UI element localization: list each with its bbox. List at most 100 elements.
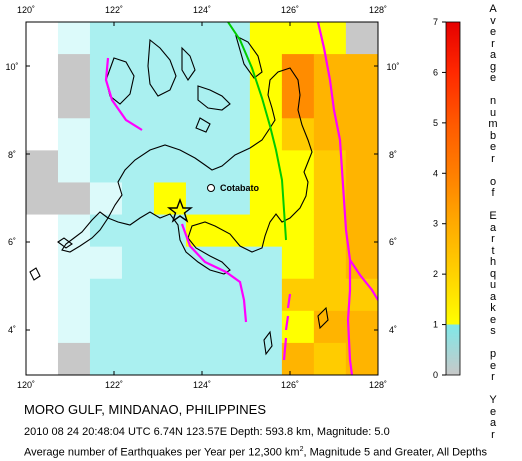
lat-tick-left: 4˚	[8, 325, 16, 335]
grid-cell	[89, 86, 123, 119]
grid-cell	[57, 118, 91, 151]
grid-cell	[26, 150, 59, 183]
color-scale-bar	[445, 21, 461, 376]
grid-cell	[249, 246, 283, 280]
lon-ticks-bottom: 120˚ 122˚ 124˚ 126˚ 128˚	[17, 380, 387, 390]
grid-cell	[89, 246, 123, 280]
grid-cell	[281, 86, 315, 119]
grid-cell	[121, 310, 155, 344]
grid-cell	[345, 86, 378, 119]
grid-cell	[185, 86, 219, 119]
scale-label-letter: a	[489, 49, 497, 61]
scale-label-letter: u	[489, 279, 497, 291]
grid-cell	[26, 278, 59, 312]
scale-label-gap	[491, 165, 494, 177]
scale-label-letter: f	[491, 187, 495, 199]
grid-cell	[185, 22, 219, 55]
average-line-sup: 2	[299, 446, 304, 453]
grid-cell	[153, 342, 187, 375]
grid-cell	[281, 278, 315, 312]
grid-cell	[89, 118, 123, 151]
event-info: 2010 08 24 20:48:04 UTC 6.74N 123.57E De…	[24, 426, 390, 438]
lon-tick-bottom: 124˚	[193, 380, 211, 390]
lon-tick-bottom: 126˚	[281, 380, 299, 390]
grid-cell	[57, 54, 91, 87]
scale-label-letter: b	[489, 129, 497, 142]
grid-cell	[121, 118, 155, 151]
lon-tick-bottom: 120˚	[17, 380, 35, 390]
frame-ticks	[26, 22, 378, 375]
grid-cell	[89, 342, 123, 375]
scale-tick-label: 5	[433, 118, 438, 128]
grid-cell	[57, 278, 91, 312]
scale-label-letter: E	[489, 210, 497, 222]
scale-label-letter: k	[490, 302, 496, 314]
grid-cell	[185, 342, 219, 375]
scale-label-letter: h	[489, 256, 497, 268]
lat-tick-left: 6˚	[8, 237, 16, 247]
scale-label-letter: r	[491, 428, 495, 441]
grid-cell	[281, 118, 315, 151]
grid-cell	[249, 342, 283, 375]
grid-cell	[281, 246, 315, 280]
grid-cell	[26, 214, 59, 248]
lon-tick-top: 126˚	[281, 5, 299, 15]
grid-cell	[57, 150, 91, 183]
grid-cell	[57, 86, 91, 119]
scale-label-letter: t	[491, 244, 495, 257]
scale-label-letter: e	[489, 405, 497, 418]
average-rate-description: Average number of Earthquakes per Year p…	[24, 446, 487, 459]
grid-cell	[185, 278, 219, 312]
grid-cell	[281, 150, 315, 183]
grid-cell	[217, 182, 251, 216]
grid-cell	[153, 22, 187, 55]
lat-ticks-left: 4˚ 6˚ 8˚ 10˚	[5, 62, 18, 335]
grid-cell	[281, 214, 315, 248]
grid-cell	[217, 86, 251, 119]
lon-tick-top: 128˚	[369, 5, 387, 15]
grid-cell	[26, 86, 59, 119]
scale-label-letter: n	[489, 95, 497, 107]
grid-cell	[121, 246, 155, 280]
grid-cell	[249, 310, 283, 344]
grid-cell	[313, 246, 347, 280]
grid-cell	[57, 246, 91, 280]
grid-cell	[153, 278, 187, 312]
lat-tick-right: 8˚	[389, 150, 397, 160]
scale-label-letter: u	[489, 106, 497, 119]
lon-tick-bottom: 128˚	[369, 380, 387, 390]
lon-tick-top: 122˚	[105, 5, 123, 15]
grid-cell	[89, 150, 123, 183]
grid-cell	[153, 310, 187, 344]
grid-cell	[345, 54, 378, 87]
scale-label-letter: o	[489, 175, 497, 188]
lat-ticks-right: 4˚ 6˚ 8˚ 10˚	[386, 62, 399, 335]
star-icon	[166, 198, 194, 223]
lat-tick-right: 4˚	[389, 325, 397, 335]
coastlines	[29, 34, 329, 356]
scale-tick-label: 4	[433, 168, 438, 178]
seismicity-map: Cotabato 120˚ 122˚ 124˚ 126˚ 128˚ 120˚ 1…	[5, 5, 461, 390]
grid-cell	[281, 342, 315, 375]
lon-tick-bottom: 122˚	[105, 380, 123, 390]
grid-cell	[313, 342, 347, 375]
grid-cell	[121, 278, 155, 312]
grid-cell	[313, 278, 347, 312]
grid-cell	[153, 150, 187, 183]
lat-tick-left: 10˚	[5, 62, 18, 72]
grid-cell	[121, 182, 155, 216]
lat-tick-left: 8˚	[8, 150, 16, 160]
grid-cell	[26, 342, 59, 375]
scale-label-letter: s	[490, 325, 496, 337]
grid-cell	[89, 310, 123, 344]
grid-cell	[217, 54, 251, 87]
grid-cell	[57, 182, 91, 216]
grid-cell	[217, 342, 251, 375]
scale-label-letter: e	[489, 72, 497, 84]
scale-tick-label: 0	[433, 370, 438, 380]
rate-grid	[26, 22, 378, 375]
grid-cell	[89, 22, 123, 55]
grid-cell	[313, 214, 347, 248]
scale-label-letter: e	[489, 26, 497, 38]
